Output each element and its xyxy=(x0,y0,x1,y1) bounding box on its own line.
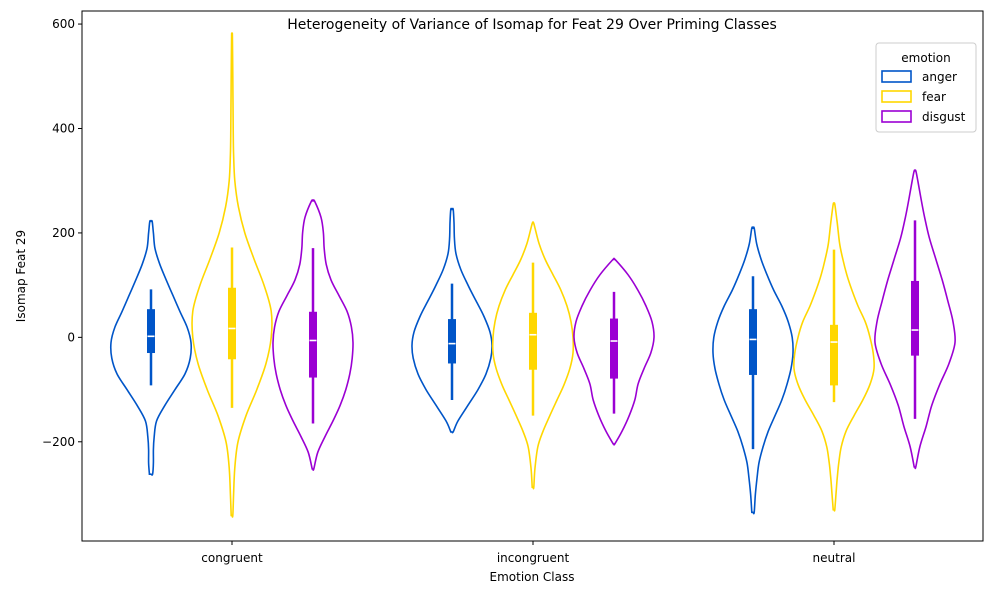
violin-iqr-box xyxy=(147,309,155,354)
legend-swatch xyxy=(881,90,912,103)
violin-disgust-neutral xyxy=(874,169,956,470)
violin-anger-congruent xyxy=(109,219,193,476)
violin-disgust-congruent xyxy=(272,199,354,471)
violin-fear-incongruent xyxy=(491,221,575,490)
violin-disgust-incongruent xyxy=(573,257,655,446)
y-tick-label: 400 xyxy=(52,121,75,135)
legend-item-disgust: disgust xyxy=(881,110,966,124)
legend-item-fear: fear xyxy=(881,90,946,104)
violin-iqr-box xyxy=(830,324,838,386)
legend-label: anger xyxy=(922,70,957,84)
x-axis: congruent incongruent neutral xyxy=(201,541,855,565)
x-tick-label-incongruent: incongruent xyxy=(497,551,570,565)
violin-iqr-box xyxy=(228,287,236,360)
violin-fear-congruent xyxy=(191,32,273,518)
violin-body xyxy=(874,169,956,470)
y-tick-label: 0 xyxy=(67,330,75,344)
violin-body xyxy=(793,202,875,512)
x-tick-label-neutral: neutral xyxy=(813,551,856,565)
violin-body xyxy=(573,257,655,446)
y-tick-label: 200 xyxy=(52,226,75,240)
violin-anger-incongruent xyxy=(411,207,493,434)
violin-fear-neutral xyxy=(793,202,875,512)
violin-iqr-box xyxy=(529,312,537,370)
legend-swatch xyxy=(881,70,912,83)
violin-anger-neutral xyxy=(712,226,794,515)
violin-iqr-box xyxy=(911,280,919,356)
violin-body xyxy=(191,32,273,518)
x-tick-label-congruent: congruent xyxy=(201,551,263,565)
violin-body xyxy=(411,207,493,434)
y-tick-label: 600 xyxy=(52,17,75,31)
y-tick-label: −200 xyxy=(42,435,75,449)
legend-label: disgust xyxy=(922,110,966,124)
violin-body xyxy=(712,226,794,515)
legend-swatch xyxy=(881,110,912,123)
violin-iqr-box xyxy=(309,311,317,378)
legend-title: emotion xyxy=(901,51,950,65)
legend-label: fear xyxy=(922,90,946,104)
plot-area xyxy=(109,32,956,518)
legend-item-anger: anger xyxy=(881,70,957,84)
legend: emotion anger fear disgust xyxy=(875,42,977,133)
violin-body xyxy=(272,199,354,471)
chart-title: Heterogeneity of Variance of Isomap for … xyxy=(287,17,777,33)
violin-iqr-box xyxy=(448,319,456,364)
x-axis-label: Emotion Class xyxy=(490,570,575,584)
y-axis-label: Isomap Feat 29 xyxy=(14,230,28,322)
violin-iqr-box xyxy=(749,309,757,375)
legend-frame xyxy=(875,42,977,133)
violin-iqr-box xyxy=(610,318,618,379)
y-axis: −200 0 200 400 600 xyxy=(42,17,82,449)
violin-body xyxy=(491,221,575,490)
violin-body xyxy=(109,219,193,476)
